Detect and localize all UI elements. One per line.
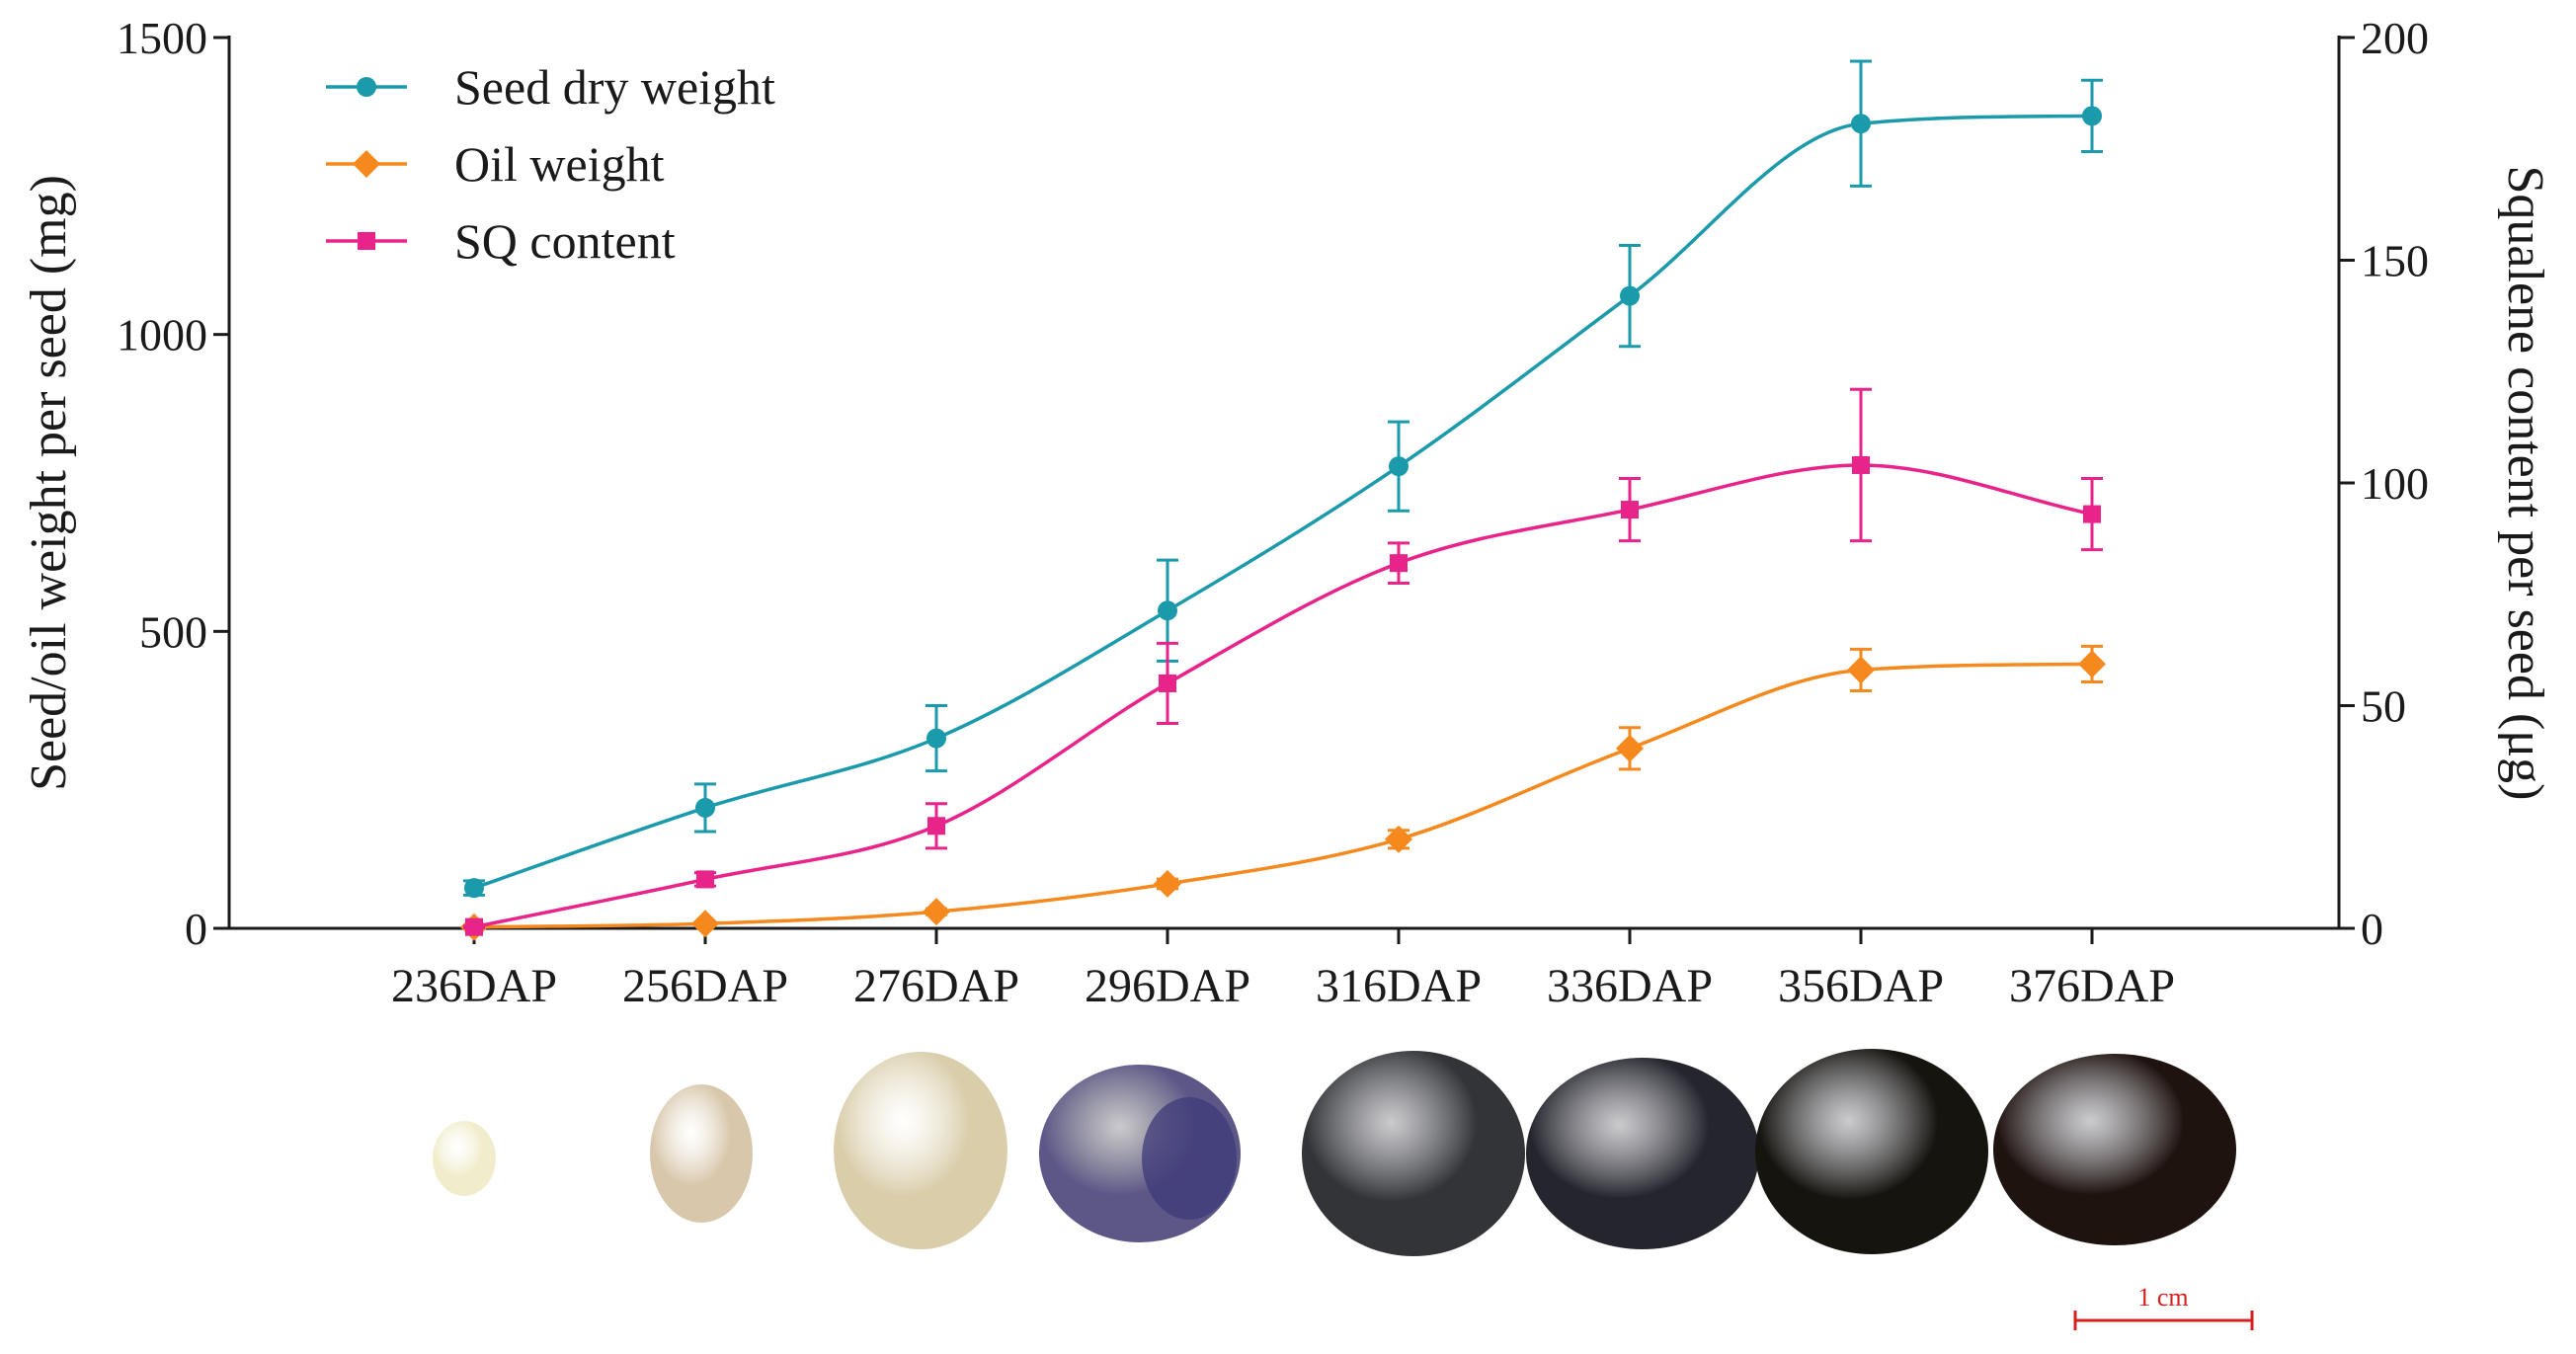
legend-item: SQ content (326, 213, 676, 269)
legend-swatch-marker (353, 150, 380, 178)
data-point (1621, 501, 1639, 519)
scale-bar-label: 1 cm (2137, 1283, 2188, 1312)
seed-256dap (650, 1084, 753, 1223)
seed-276dap (834, 1052, 1007, 1249)
data-point (1616, 734, 1644, 762)
data-point (695, 797, 715, 818)
data-point (923, 898, 950, 926)
legend-label: SQ content (454, 213, 676, 269)
legend-swatch-marker (358, 232, 375, 250)
data-point (465, 917, 483, 936)
legend-swatch-marker (357, 77, 376, 97)
x-tick-label: 316DAP (1316, 960, 1482, 1012)
series-line (473, 662, 2093, 929)
left-y-tick-label: 1000 (117, 310, 207, 360)
seed-photo-row (433, 1049, 2236, 1256)
data-point (1852, 455, 1870, 474)
data-point (1847, 656, 1875, 684)
x-tick-label: 376DAP (2009, 960, 2175, 1012)
x-tick-label: 236DAP (391, 960, 557, 1012)
x-tick-label: 276DAP (853, 960, 1019, 1012)
seed-356dap (1755, 1049, 1988, 1254)
data-point (2078, 650, 2106, 678)
seed-316dap (1302, 1051, 1525, 1256)
right-y-axis-title: Squalene content per seed (μg) (2497, 166, 2553, 801)
x-tick-label: 336DAP (1547, 960, 1713, 1012)
seed-dark-patch (1142, 1097, 1237, 1220)
data-point (1389, 456, 1409, 477)
data-point (926, 728, 946, 749)
right-y-tick-label: 200 (2361, 13, 2429, 63)
left-y-tick-label: 0 (185, 904, 207, 954)
right-y-tick-label: 100 (2361, 458, 2429, 509)
data-point (691, 910, 719, 938)
right-y-tick-label: 150 (2361, 236, 2429, 286)
data-point (1158, 600, 1177, 621)
legend: Seed dry weight Oil weight SQ content (326, 59, 775, 269)
legend-label: Seed dry weight (454, 59, 775, 115)
data-point (1159, 674, 1176, 692)
axes-layer: 0 500 1000 1500 0 50 100 150 200 236DAP 256DAP 276D… (21, 13, 2553, 1012)
left-y-tick-label: 500 (139, 606, 207, 657)
x-tick-label: 296DAP (1085, 960, 1250, 1012)
series-line (473, 114, 2093, 890)
series-line (473, 463, 2093, 929)
series-oil-weight (460, 644, 2106, 941)
data-point (1385, 825, 1412, 853)
left-y-axis-title: Seed/oil weight per seed (mg) (21, 175, 77, 791)
data-point (696, 870, 714, 889)
right-y-tick-label: 0 (2361, 904, 2383, 954)
right-y-tick-label: 50 (2361, 681, 2406, 732)
data-point (464, 878, 484, 899)
seed-336dap (1526, 1058, 1759, 1249)
data-point (1620, 285, 1640, 306)
seed-376dap (1993, 1054, 2236, 1245)
data-point (1390, 554, 1408, 573)
series-sq-content (463, 387, 2103, 936)
series-layer (460, 59, 2106, 941)
data-point (2083, 505, 2101, 523)
scale-bar: 1 cm (2073, 1283, 2254, 1330)
data-point (1154, 869, 1181, 898)
seed-236dap (433, 1121, 496, 1196)
data-point (927, 817, 945, 836)
x-tick-label: 256DAP (622, 960, 788, 1012)
legend-item: Seed dry weight (326, 59, 775, 115)
x-tick-label: 356DAP (1778, 960, 1944, 1012)
data-point (1851, 114, 1871, 134)
series-seed-dry-weight (463, 59, 2103, 899)
legend-item: Oil weight (326, 136, 665, 192)
legend-label: Oil weight (454, 136, 665, 192)
data-point (2082, 106, 2102, 126)
left-y-tick-label: 1500 (117, 13, 207, 63)
